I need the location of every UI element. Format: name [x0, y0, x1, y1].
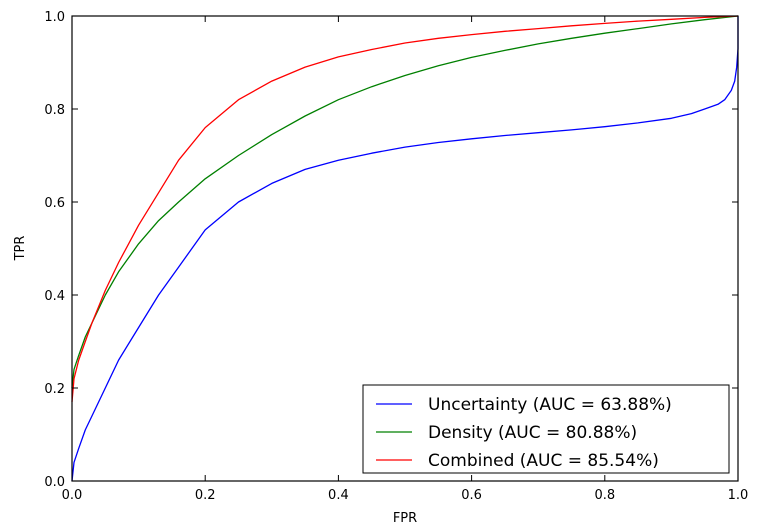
- ticks-layer: 0.0 0.2 0.4 0.6 0.8 1.0 0.0 0.2 0.4 0.6 0.8 1.0: [44, 10, 748, 503]
- legend: Uncertainty (AUC = 63.88%) Density (AUC =…: [362, 384, 730, 474]
- legend-label-1: Density (AUC = 80.88%): [428, 423, 637, 443]
- x-tick-label: 0.0: [62, 488, 83, 503]
- y-tick-label: 0.0: [44, 475, 65, 490]
- x-axis-label: FPR: [393, 511, 417, 526]
- series-line-0: [71, 16, 739, 482]
- x-tick-label: 0.8: [594, 488, 615, 503]
- x-tick-label: 0.6: [461, 488, 482, 503]
- y-tick-label: 0.8: [44, 103, 65, 118]
- series-layer: [71, 15, 739, 482]
- y-tick-label: 0.2: [44, 382, 65, 397]
- legend-label-0: Uncertainty (AUC = 63.88%): [428, 395, 672, 415]
- y-tick-label: 0.6: [44, 196, 65, 211]
- legend-box: [362, 384, 730, 474]
- y-axis-label: TPR: [13, 236, 28, 262]
- legend-label-2: Combined (AUC = 85.54%): [428, 451, 659, 471]
- y-tick-label: 0.4: [44, 289, 65, 304]
- x-tick-label: 0.4: [328, 488, 349, 503]
- plot-frame: [71, 15, 739, 482]
- y-tick-label: 1.0: [44, 10, 65, 25]
- series-line-2: [71, 15, 739, 402]
- x-tick-label: 1.0: [728, 488, 749, 503]
- x-tick-label: 0.2: [195, 488, 216, 503]
